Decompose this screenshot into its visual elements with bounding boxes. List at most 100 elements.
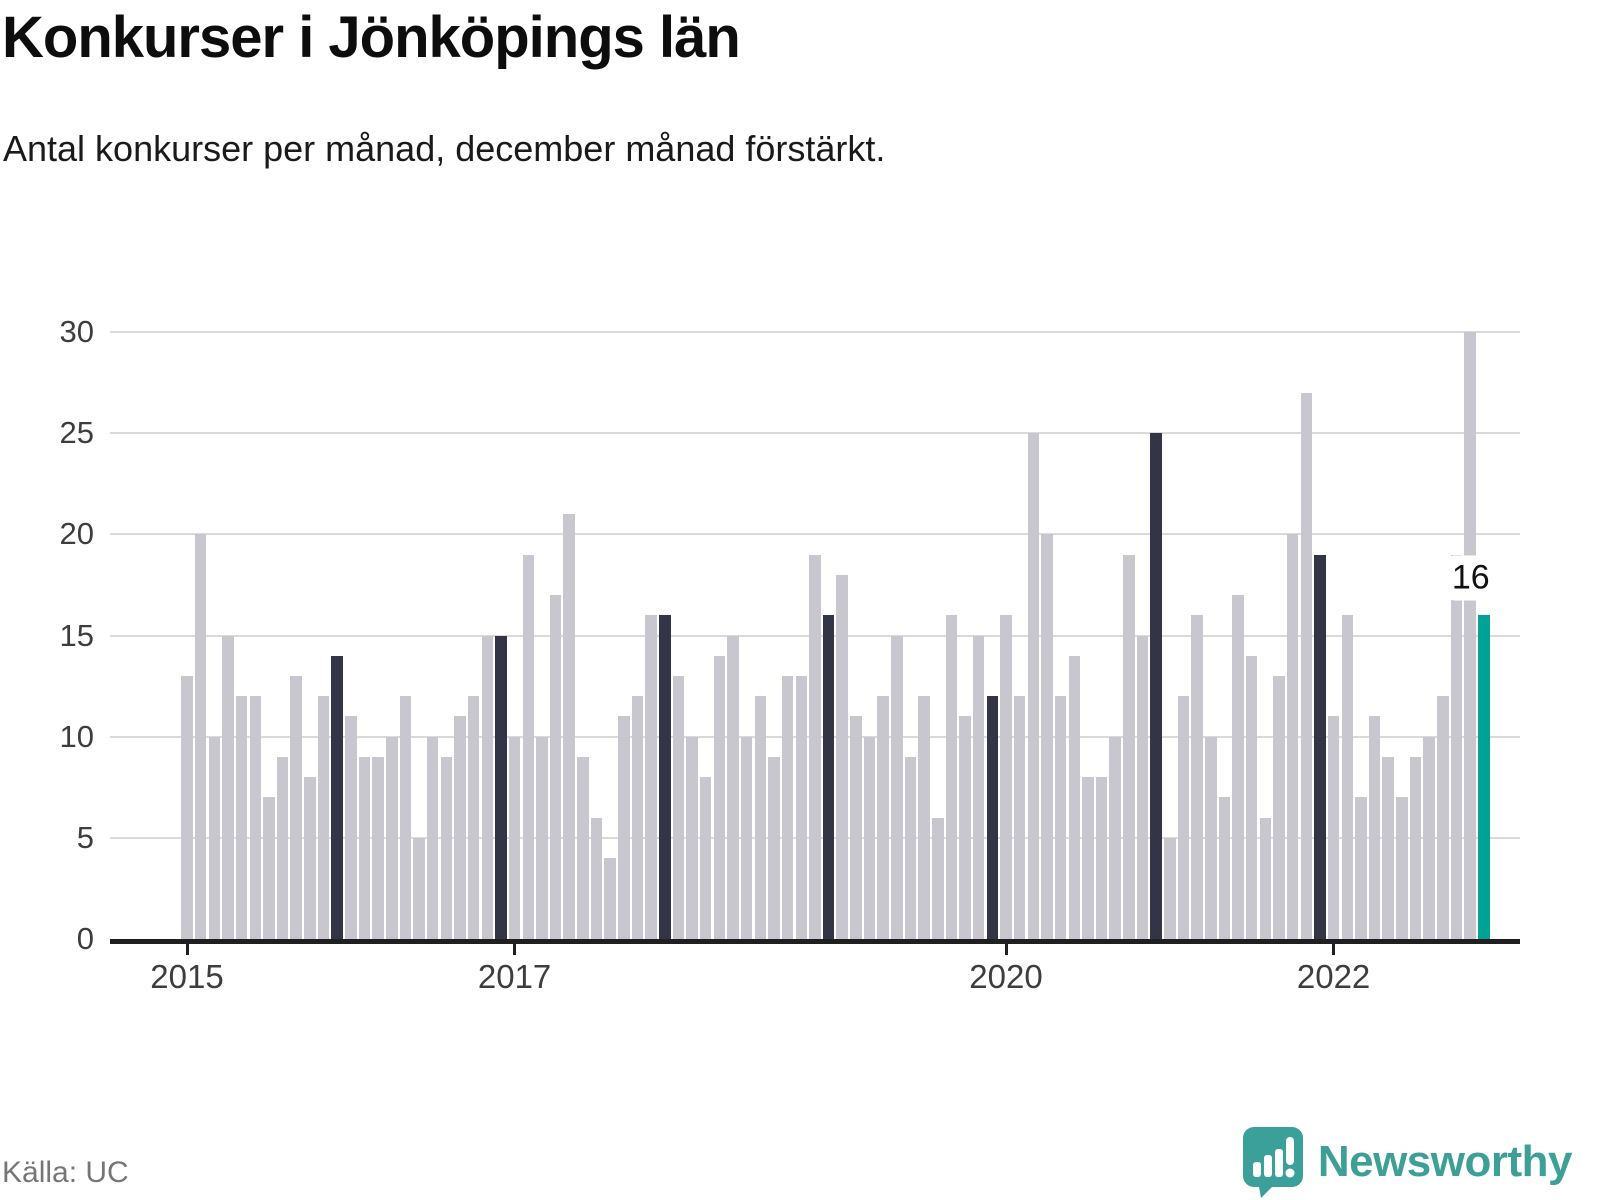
bar-month — [918, 696, 930, 939]
newsworthy-icon — [1242, 1126, 1304, 1198]
y-axis-tick-label: 30 — [59, 314, 94, 350]
bar-month — [1368, 716, 1381, 939]
bar-month — [713, 655, 726, 939]
bar-month — [1177, 696, 1190, 939]
source-label: Källa: UC — [2, 1156, 129, 1189]
gridline-y30 — [110, 331, 1520, 334]
bar-month — [508, 736, 521, 939]
bar-month — [1437, 696, 1449, 939]
bar-month — [863, 736, 876, 939]
gridline-y20 — [110, 533, 1520, 536]
bar-month — [1109, 736, 1121, 939]
bar-month — [549, 595, 562, 939]
bar-month — [1123, 554, 1135, 939]
bar-latest-month — [1478, 615, 1490, 939]
bar-month — [454, 716, 466, 939]
bar-month — [699, 777, 712, 939]
bar-month — [1396, 797, 1408, 939]
bar-month — [1327, 716, 1340, 939]
bar-month — [1068, 655, 1080, 939]
bar-month — [222, 635, 234, 939]
bar-december — [1314, 554, 1326, 939]
bar-month — [686, 736, 698, 939]
bar-month — [1286, 534, 1299, 939]
newsworthy-brand: Newsworthy — [1242, 1126, 1573, 1198]
bar-month — [1082, 777, 1094, 939]
bar-month — [181, 676, 193, 939]
bar-month — [1013, 696, 1026, 939]
bar-month — [754, 696, 767, 939]
x-axis-tick-label: 2022 — [1296, 958, 1371, 995]
bar-month — [727, 635, 739, 939]
bar-month — [358, 756, 371, 939]
bar-december — [1150, 433, 1162, 939]
bar-month — [1423, 736, 1435, 939]
y-axis-tick-label: 15 — [59, 617, 94, 653]
x-axis-tick — [1332, 943, 1336, 955]
bar-month — [194, 534, 207, 939]
bar-month — [809, 554, 821, 939]
bar-december — [822, 615, 835, 939]
bar-month — [904, 756, 917, 939]
bar-month — [413, 837, 425, 939]
bar-month — [1041, 534, 1053, 939]
bar-month — [1136, 635, 1149, 939]
bar-december — [495, 635, 507, 939]
bar-month — [1382, 756, 1394, 939]
bar-month — [440, 756, 453, 939]
bar-month — [1355, 797, 1367, 939]
bar-month — [590, 817, 603, 939]
bar-month — [290, 676, 302, 939]
bar-month — [399, 696, 412, 939]
bar-month — [563, 514, 575, 939]
y-axis-tick-label: 5 — [76, 819, 94, 855]
newsworthy-wordmark: Newsworthy — [1317, 1137, 1573, 1186]
bar-month — [304, 777, 316, 939]
bar-month — [945, 615, 958, 939]
bar-month — [740, 736, 753, 939]
bar-month — [1000, 615, 1012, 939]
bar-december — [986, 696, 999, 939]
bar-month — [536, 736, 548, 939]
bar-month — [959, 716, 971, 939]
chart-subtitle: Antal konkurser per månad, december måna… — [3, 128, 886, 169]
bar-month — [1205, 736, 1217, 939]
bar-month — [1409, 756, 1422, 939]
bar-month — [426, 736, 439, 939]
x-axis-tick-label: 2017 — [477, 958, 552, 995]
x-axis-tick — [185, 943, 189, 955]
bar-month — [386, 736, 398, 939]
bar-month — [577, 756, 589, 939]
y-axis-tick-label: 20 — [59, 516, 94, 552]
bar-month — [1464, 332, 1476, 939]
bar-month — [631, 696, 644, 939]
bar-month — [1095, 777, 1108, 939]
bar-month — [1450, 554, 1463, 939]
bar-month — [972, 635, 985, 939]
bar-month — [618, 716, 630, 939]
x-axis-tick-label: 2015 — [150, 958, 224, 995]
bar-month — [932, 817, 944, 939]
bar-month — [1341, 615, 1353, 939]
bar-december — [659, 615, 671, 939]
bar-month — [850, 716, 862, 939]
bar-month — [672, 676, 685, 939]
bar-month — [1245, 655, 1258, 939]
bar-month — [372, 756, 384, 939]
bar-month — [235, 696, 248, 939]
bar-month — [1027, 433, 1040, 939]
y-axis-tick-label: 25 — [59, 415, 94, 451]
x-axis-line — [110, 939, 1520, 944]
bar-month — [317, 696, 330, 939]
bar-month — [645, 615, 657, 939]
latest-value-label: 16 — [1442, 555, 1499, 601]
x-axis-tick — [513, 943, 517, 955]
x-axis-tick — [1004, 943, 1008, 955]
bar-month — [522, 554, 534, 939]
bar-month — [467, 696, 480, 939]
bar-month — [1218, 797, 1231, 939]
bar-month — [891, 635, 903, 939]
bar-month — [836, 574, 848, 939]
x-axis-tick-label: 2020 — [969, 958, 1043, 995]
bar-month — [781, 676, 794, 939]
